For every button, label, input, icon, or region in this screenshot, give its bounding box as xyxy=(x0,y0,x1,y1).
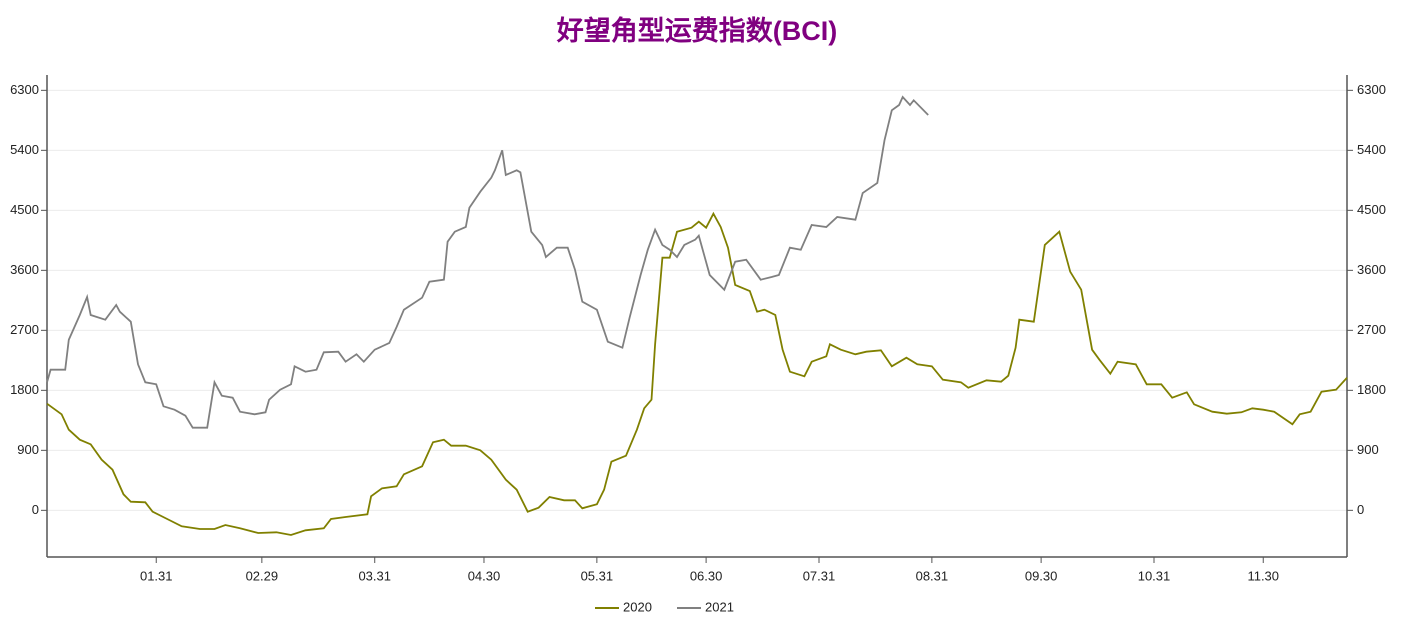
y-tick-label: 6300 xyxy=(10,82,39,97)
y2-tick-label: 6300 xyxy=(1357,82,1386,97)
y-tick-label: 0 xyxy=(32,502,39,517)
x-tick-label: 08.31 xyxy=(916,568,949,583)
x-tick-label: 11.30 xyxy=(1247,568,1279,583)
x-tick-label: 09.30 xyxy=(1025,568,1058,583)
x-tick-label: 03.31 xyxy=(358,568,391,583)
y-tick-label: 3600 xyxy=(10,262,39,277)
legend-label: 2021 xyxy=(705,599,734,614)
y2-tick-label: 2700 xyxy=(1357,322,1386,337)
y-tick-label: 2700 xyxy=(10,322,39,337)
y2-tick-label: 0 xyxy=(1357,502,1364,517)
x-tick-label: 02.29 xyxy=(246,568,279,583)
x-tick-label: 06.30 xyxy=(690,568,723,583)
y2-tick-label: 1800 xyxy=(1357,382,1386,397)
x-tick-label: 05.31 xyxy=(581,568,614,583)
y-tick-label: 900 xyxy=(17,442,39,457)
x-tick-label: 01.31 xyxy=(140,568,173,583)
y2-tick-label: 5400 xyxy=(1357,142,1386,157)
series-line xyxy=(46,211,1348,536)
y-tick-label: 1800 xyxy=(10,382,39,397)
y2-tick-label: 4500 xyxy=(1357,202,1386,217)
y-tick-label: 4500 xyxy=(10,202,39,217)
x-tick-label: 10.31 xyxy=(1138,568,1171,583)
series-line xyxy=(46,95,929,429)
y-tick-label: 5400 xyxy=(10,142,39,157)
x-tick-label: 04.30 xyxy=(468,568,501,583)
x-tick-label: 07.31 xyxy=(803,568,836,583)
legend-label: 2020 xyxy=(623,599,652,614)
y2-tick-label: 3600 xyxy=(1357,262,1386,277)
y2-tick-label: 900 xyxy=(1357,442,1379,457)
chart-title: 好望角型运费指数(BCI) xyxy=(556,15,837,46)
